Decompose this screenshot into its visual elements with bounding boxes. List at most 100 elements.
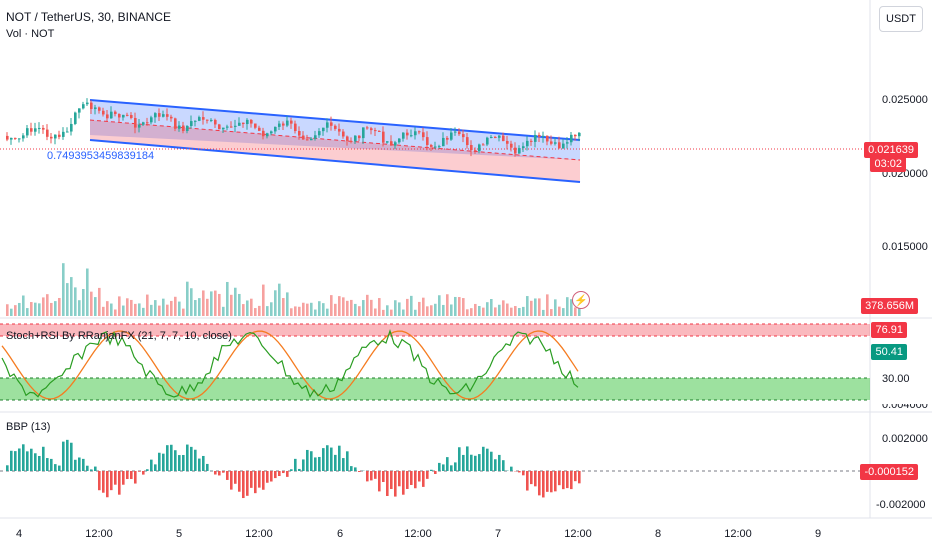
volume-bar — [14, 305, 17, 316]
candle-body — [446, 137, 449, 140]
volume-bar — [386, 305, 389, 316]
candle-body — [338, 128, 341, 132]
volume-bar — [290, 308, 293, 316]
bbp-bar — [202, 455, 205, 471]
bbp-bar — [162, 453, 165, 471]
bbp-bar — [466, 446, 469, 471]
volume-bar — [138, 303, 141, 316]
channel-lower-fill — [90, 120, 580, 182]
candle-body — [514, 147, 517, 154]
volume-bar — [74, 287, 77, 316]
bbp-bar — [570, 471, 573, 490]
bbp-bar — [458, 447, 461, 471]
volume-bar — [178, 301, 181, 316]
volume-bar — [78, 300, 81, 316]
candle-body — [10, 137, 13, 140]
volume-bar — [498, 304, 501, 316]
bbp-bar — [178, 455, 181, 471]
bbp-bar — [274, 471, 277, 479]
volume-bar — [566, 297, 569, 316]
volume-bar — [130, 299, 133, 316]
candle-body — [242, 122, 245, 125]
candle-body — [34, 128, 37, 132]
volume-bar — [102, 306, 105, 316]
volume-bar — [98, 287, 101, 316]
bbp-bar — [562, 471, 565, 490]
candle-body — [22, 135, 25, 139]
candle-body — [150, 117, 153, 123]
bbp-bar — [34, 453, 37, 471]
candle-body — [530, 140, 533, 142]
candle-body — [122, 114, 125, 118]
candle-body — [358, 135, 361, 139]
candle-body — [462, 134, 465, 138]
candle-body — [30, 128, 33, 132]
candle-body — [298, 131, 301, 136]
bbp-bar — [518, 471, 521, 473]
volume-bar — [242, 304, 245, 316]
symbol-title: NOT / TetherUS, 30, BINANCE — [6, 10, 171, 24]
volume-bar — [146, 294, 149, 316]
volume-bar — [250, 298, 253, 316]
bbp-bar — [174, 450, 177, 471]
volume-bar — [298, 306, 301, 316]
volume-badge: 378.656M — [861, 298, 918, 314]
bbp-bar — [450, 465, 453, 471]
bbp-bar — [330, 447, 333, 471]
candle-body — [374, 130, 377, 132]
volume-bar — [402, 309, 405, 316]
volume-bar — [426, 306, 429, 316]
bbp-bar — [510, 466, 513, 471]
bbp-bar — [366, 471, 369, 482]
bbp-bar — [214, 471, 217, 475]
lightning-icon[interactable]: ⚡ — [572, 291, 590, 309]
candle-body — [190, 121, 193, 126]
volume-bar — [218, 293, 221, 316]
candle-body — [106, 114, 109, 119]
bbp-bar — [190, 446, 193, 471]
bbp-bar — [382, 471, 385, 483]
bbp-bar — [550, 471, 553, 493]
candle-body — [390, 141, 393, 146]
candle-body — [574, 134, 577, 137]
bbp-bar — [534, 471, 537, 487]
candle-body — [498, 135, 501, 138]
bbp-bar — [502, 460, 505, 471]
volume-bar — [430, 305, 433, 316]
stoch-level-label: 30.00 — [882, 373, 910, 385]
volume-bar — [246, 300, 249, 316]
bbp-bar — [526, 471, 529, 491]
volume-bar — [154, 300, 157, 316]
volume-bar — [234, 287, 237, 316]
volume-bar — [286, 292, 289, 316]
bbp-bar — [142, 471, 145, 475]
candle-body — [354, 135, 357, 142]
candle-body — [470, 145, 473, 151]
volume-bar — [210, 291, 213, 316]
currency-button[interactable]: USDT — [879, 6, 923, 32]
candle-body — [314, 135, 317, 139]
candle-body — [542, 135, 545, 137]
bbp-bar — [98, 471, 101, 491]
volume-bar — [354, 303, 357, 316]
volume-bar — [58, 297, 61, 316]
candle-body — [222, 127, 225, 130]
volume-bar — [194, 300, 197, 316]
volume-bar — [162, 298, 165, 316]
volume-bar — [546, 294, 549, 316]
bbp-bar — [114, 471, 117, 485]
candle-body — [278, 123, 281, 127]
bbp-bar — [146, 469, 149, 471]
bbp-bar — [94, 466, 97, 471]
volume-bar — [554, 299, 557, 316]
candle-body — [370, 128, 373, 131]
volume-bar — [454, 296, 457, 316]
volume-bar — [394, 300, 397, 316]
bbp-bar — [298, 468, 301, 471]
volume-bar — [310, 302, 313, 316]
candle-body — [426, 137, 429, 145]
time-axis-label: 8 — [654, 528, 662, 540]
candle-body — [538, 134, 541, 137]
volume-bar — [322, 303, 325, 316]
